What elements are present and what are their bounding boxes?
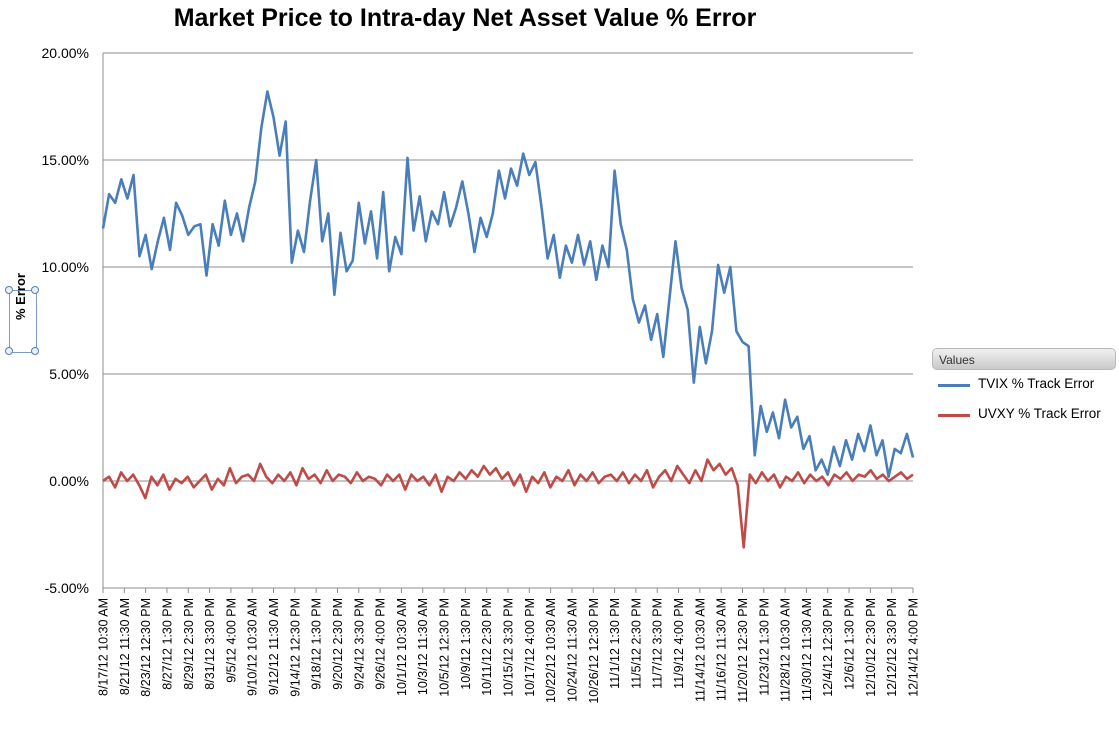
x-tick-label: 10/5/12 12:30 PM [438,598,452,697]
x-tick-label: 10/26/12 12:30 PM [587,598,601,704]
y-axis-title-box[interactable] [9,290,37,353]
x-tick-label: 12/4/12 12:30 PM [821,598,835,697]
chart-title: Market Price to Intra-day Net Asset Valu… [173,4,757,32]
y-tick-label: 10.00% [42,259,89,275]
gridlines [102,52,913,589]
x-tick-label: 12/12/12 3:30 PM [885,598,899,697]
legend-label-uvxy: UVXY % Track Error [978,406,1101,421]
x-tick-label: 9/24/12 3:30 PM [352,598,366,690]
y-axis-ticks: 20.00% 15.00% 10.00% 5.00% 0.00% -5.00% [42,45,89,596]
x-tick-label: 8/21/12 11:30 AM [118,598,132,695]
x-tick-label: 11/5/12 2:30 PM [629,598,643,689]
x-tick-label: 10/1/12 10:30 AM [395,598,409,696]
x-tick-label: 12/6/12 1:30 PM [843,598,857,690]
resize-handle-top-left[interactable] [5,286,13,294]
x-tick-label: 9/5/12 4:00 PM [224,598,238,683]
x-tick-label: 8/23/12 12:30 PM [139,598,153,697]
resize-handle-bottom-left[interactable] [5,347,13,355]
x-tick-label: 9/10/12 10:30 AM [246,598,260,696]
x-tick-label: 11/1/12 1:30 PM [608,598,622,689]
x-tick-label: 9/12/12 11:30 AM [267,598,281,695]
x-tick-label: 9/18/12 1:30 PM [310,598,324,690]
x-tick-label: 8/27/12 1:30 PM [160,598,174,690]
x-tick-label: 10/9/12 1:30 PM [459,598,473,690]
x-tick-label: 12/10/12 2:30 PM [864,598,878,697]
x-tick-label: 10/24/12 11:30 AM [565,598,579,702]
x-tick-label: 8/17/12 10:30 AM [97,598,111,696]
y-tick-label: 15.00% [42,152,89,168]
x-tick-label: 9/20/12 2:30 PM [331,598,345,690]
x-tick-label: 8/31/12 3:30 PM [203,598,217,690]
x-tick-label: 11/14/12 10:30 AM [693,598,707,702]
x-tick-label: 11/16/12 11:30 AM [715,598,729,701]
legend: Values TVIX % Track Error UVXY % Track E… [930,347,1118,432]
series-line-uvxy[interactable] [102,458,914,549]
x-tick-label: 11/9/12 4:00 PM [672,598,686,689]
legend-header[interactable]: Values [932,348,1116,370]
x-tick-label: 10/22/12 10:30 AM [544,598,558,703]
y-tick-label: 5.00% [49,366,89,382]
y-tick-label: -5.00% [45,580,89,596]
series-lines [101,90,915,549]
x-tick-label: 11/30/12 11:30 AM [800,598,814,701]
x-tick-label: 11/7/12 3:30 PM [651,598,665,689]
legend-swatch-tvix [938,384,970,387]
x-tick-label: 10/17/12 4:00 PM [523,598,537,697]
x-tick-label: 9/26/12 4:00 PM [374,598,388,690]
x-axis-ticks: 8/17/12 10:30 AM 8/21/12 11:30 AM 8/23/12 … [97,588,921,704]
y-tick-label: 0.00% [49,473,89,489]
x-tick-label: 12/14/12 4:00 PM [907,598,921,697]
x-tick-label: 11/28/12 10:30 AM [779,598,793,702]
legend-title: Values [939,353,975,367]
y-axis-title: % Error [13,273,28,320]
x-tick-label: 11/20/12 12:30 PM [736,598,750,703]
x-tick-label: 8/29/12 2:30 PM [182,598,196,690]
resize-handle-top-right[interactable] [31,286,39,294]
x-tick-label: 11/23/12 1:30 PM [757,598,771,696]
x-tick-label: 9/14/12 12:30 PM [288,598,302,697]
x-tick-label: 10/3/12 11:30 AM [416,598,430,695]
legend-swatch-uvxy [938,414,970,417]
x-tick-label: 10/15/12 3:30 PM [502,598,516,697]
resize-handle-bottom-right[interactable] [31,347,39,355]
x-tick-label: 10/11/12 2:30 PM [480,598,494,696]
y-tick-label: 20.00% [42,45,89,61]
legend-label-tvix: TVIX % Track Error [978,376,1095,391]
series-line-tvix[interactable] [101,90,915,479]
